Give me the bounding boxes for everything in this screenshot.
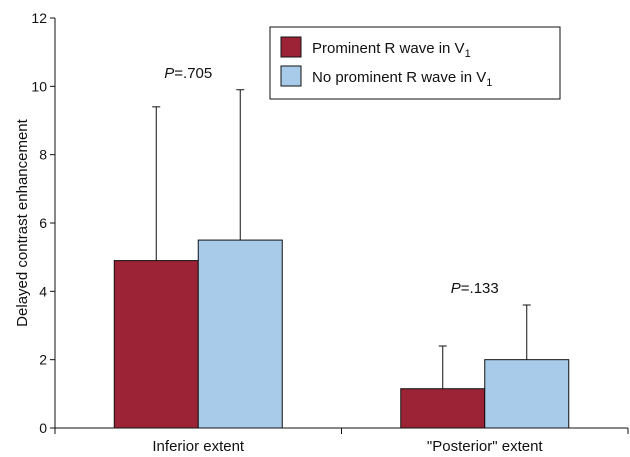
y-tick-label: 8	[39, 147, 47, 163]
x-category-label: "Posterior" extent	[427, 438, 544, 455]
error-bars-layer	[152, 89, 531, 389]
p-value-text: =.705	[174, 65, 212, 82]
legend-label-text: Prominent R wave in V	[312, 40, 465, 57]
bar-prominent-0	[113, 260, 199, 429]
bar-no-prominent-1	[484, 359, 570, 429]
y-tick-label: 0	[39, 420, 47, 436]
p-value-label: P=.133	[451, 280, 499, 297]
legend-label: No prominent R wave in V1	[312, 69, 492, 89]
legend-label-text: No prominent R wave in V	[312, 69, 486, 86]
y-tick-label: 12	[31, 10, 47, 26]
bar-prominent-1	[400, 388, 486, 429]
y-tick-label: 4	[39, 283, 47, 299]
legend-label-subscript: 1	[486, 77, 492, 89]
p-value-prefix: P	[164, 65, 174, 82]
y-ticks-layer: 0 2 4 6 8 10 12	[31, 10, 55, 436]
y-tick-label: 2	[39, 352, 47, 368]
bars-layer	[113, 239, 570, 429]
x-category-label: Inferior extent	[152, 438, 245, 455]
y-tick-label: 6	[39, 215, 47, 231]
legend-swatch	[280, 36, 302, 58]
x-ticks-layer: Inferior extent "Posterior" extent	[54, 428, 629, 455]
p-value-prefix: P	[451, 280, 461, 297]
p-value-text: =.133	[461, 280, 499, 297]
legend-label: Prominent R wave in V1	[312, 40, 471, 60]
p-value-label: P=.705	[164, 65, 212, 82]
y-tick-label: 10	[31, 78, 47, 94]
legend-swatch	[280, 65, 302, 87]
y-axis-label: Delayed contrast enhancement	[14, 118, 31, 326]
legend-label-subscript: 1	[465, 48, 471, 60]
bar-no-prominent-0	[197, 239, 283, 429]
legend-box	[269, 26, 561, 100]
